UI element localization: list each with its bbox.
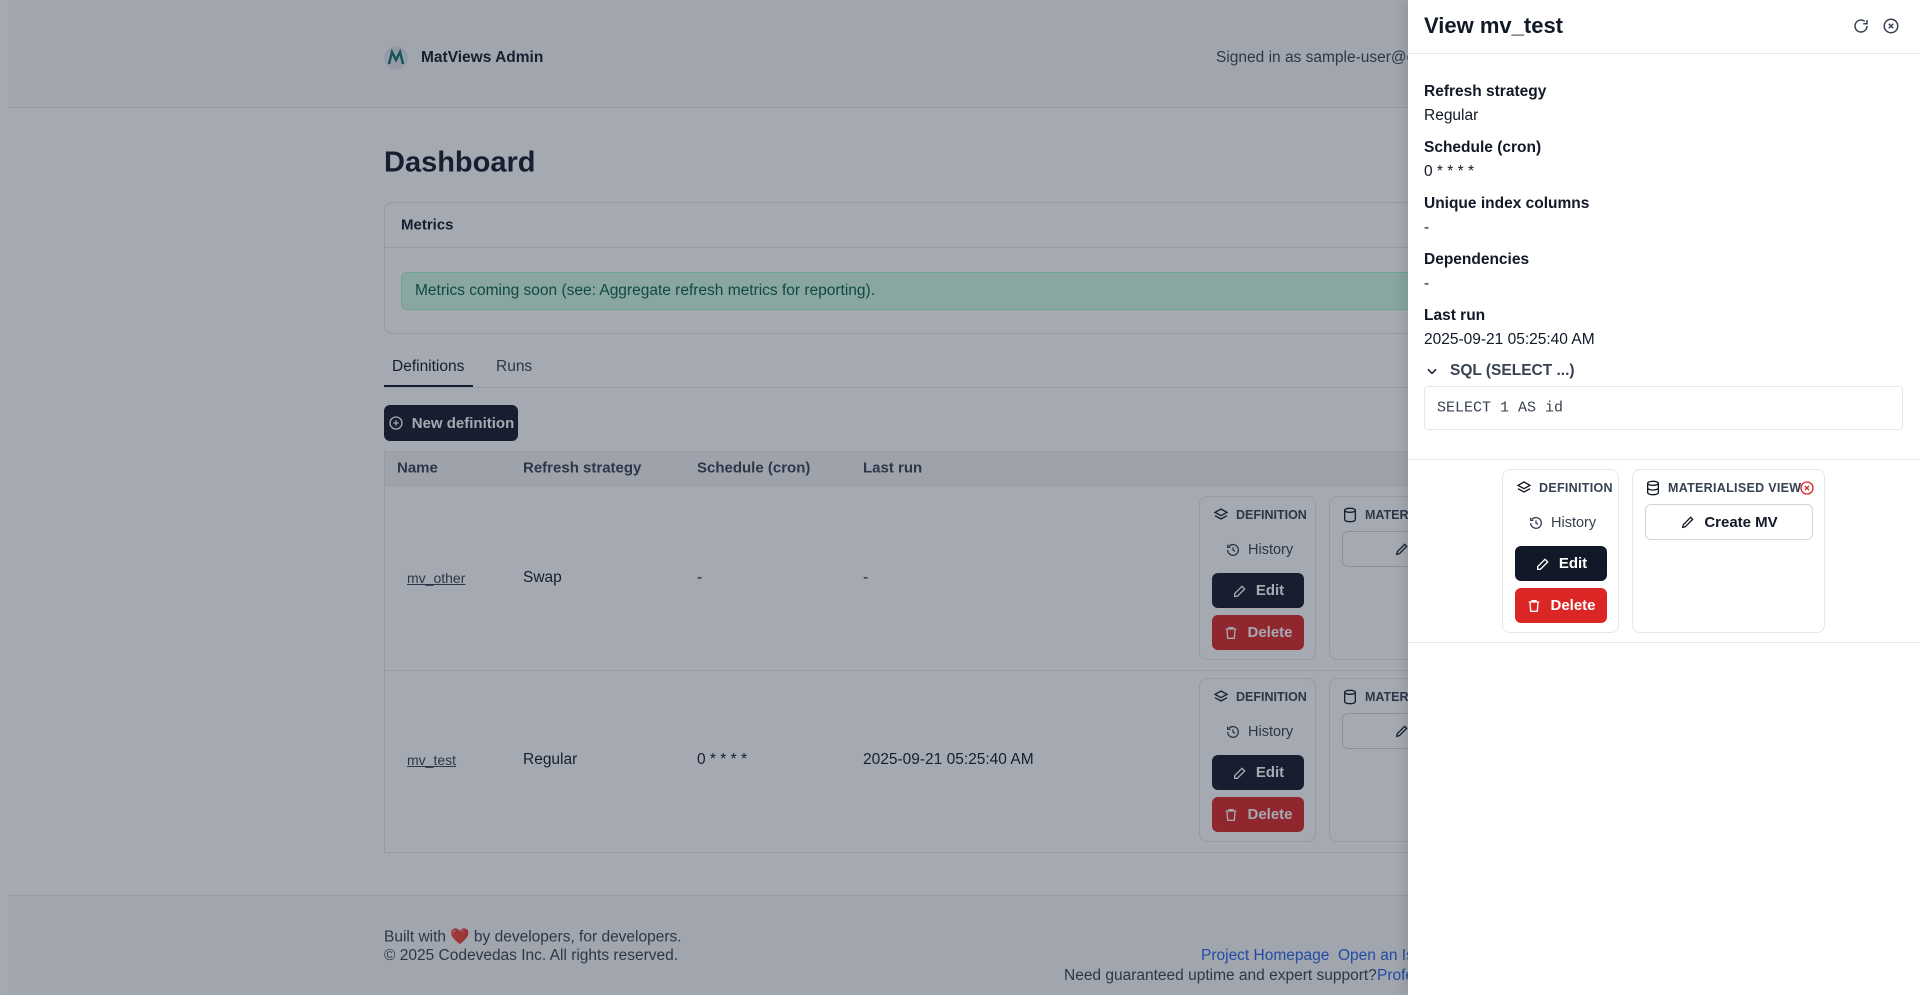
divider	[385, 247, 1483, 248]
edit-button[interactable]: Edit	[1515, 546, 1607, 581]
field-value: 0 * * * *	[1424, 163, 1474, 180]
field-value: -	[1424, 219, 1430, 236]
card-title: DEFINITION	[1236, 508, 1307, 522]
button-label: New definition	[411, 414, 515, 432]
db-icon	[1344, 689, 1356, 705]
copyright: © 2025 Codevedas Inc. All rights reserve…	[384, 947, 679, 964]
new-definition-button[interactable]: New definition	[384, 405, 518, 441]
cell: 0 * * * *	[697, 751, 747, 768]
metrics-card: Metrics Metrics coming soon (see: Aggreg…	[384, 202, 1484, 334]
field-label: Schedule (cron)	[1424, 139, 1542, 156]
edit-button[interactable]: Edit	[1212, 755, 1304, 790]
brand[interactable]: MatViews Admin	[421, 49, 544, 66]
button-label: Edit	[1255, 764, 1285, 781]
layers-icon	[1213, 690, 1229, 702]
cell: Swap	[523, 569, 562, 586]
db-icon	[1647, 480, 1659, 496]
field-label: Dependencies	[1424, 251, 1530, 268]
card-title: MATER	[1365, 508, 1409, 522]
sql-code: SELECT 1 AS id	[1437, 399, 1564, 417]
history-link[interactable]: History	[1248, 542, 1294, 558]
row-name-link[interactable]: mv_test	[407, 752, 457, 768]
alert	[401, 272, 1481, 310]
tab[interactable]: Definitions	[392, 358, 465, 375]
status-icon	[1800, 481, 1814, 495]
cell: -	[697, 569, 703, 586]
table-header	[385, 452, 1483, 487]
divider	[1408, 53, 1920, 54]
field-label: Last run	[1424, 307, 1486, 324]
sql-summary[interactable]: SQL (SELECT ...)	[1450, 362, 1575, 379]
button-label: Edit	[1255, 582, 1285, 599]
layers-icon	[1516, 481, 1532, 493]
support-text: Need guaranteed uptime and expert suppor…	[1064, 967, 1377, 984]
button-label: Create MV	[1704, 513, 1778, 531]
row-name-link[interactable]: mv_other	[407, 570, 466, 586]
db-icon	[1344, 507, 1356, 523]
history-icon	[1227, 725, 1239, 738]
footer-text: Built with ❤️ by developers, for develop…	[384, 928, 682, 946]
delete-button[interactable]: Delete	[1212, 797, 1304, 832]
alert-text: Metrics coming soon (see: Aggregate refr…	[415, 282, 876, 299]
card-title: DEFINITION	[1539, 481, 1613, 495]
table	[384, 451, 1484, 853]
refresh-icon[interactable]	[1852, 17, 1870, 35]
field-label: Refresh strategy	[1424, 83, 1547, 100]
drawer: View mv_test SQL (SELECT ...) SELECT 1 A…	[1408, 0, 1920, 995]
button-label: Delete	[1247, 624, 1293, 641]
tab-underline	[384, 385, 473, 387]
tab-border	[384, 387, 1484, 388]
field-label: Unique index columns	[1424, 195, 1590, 212]
history-icon	[1227, 543, 1239, 556]
field-value: Regular	[1424, 107, 1479, 124]
delete-button[interactable]: Delete	[1515, 588, 1607, 623]
history-link[interactable]: History	[1248, 724, 1294, 740]
column-header: Last run	[863, 459, 923, 477]
code-box	[1424, 386, 1903, 430]
history-icon	[1530, 516, 1542, 529]
card-title: DEFINITION	[1236, 690, 1307, 704]
edit-button[interactable]: Edit	[1212, 573, 1304, 608]
field-value: -	[1424, 275, 1430, 292]
cell: Regular	[523, 751, 578, 768]
cell: -	[863, 569, 869, 586]
footer-link[interactable]: Open an Iss	[1338, 947, 1422, 964]
delete-button[interactable]: Delete	[1212, 615, 1304, 650]
divider	[1408, 642, 1920, 643]
logo	[384, 46, 408, 70]
definition-card: DEFINITION History Edit Delete	[1199, 678, 1316, 842]
button-label: Delete	[1247, 806, 1293, 823]
signed-in: Signed in as sample-user@e	[1216, 49, 1416, 66]
button-label: Delete	[1550, 597, 1596, 614]
layers-icon	[1213, 508, 1229, 520]
definition-card: DEFINITION History Edit Delete	[1502, 469, 1619, 633]
card-title: MATER	[1365, 690, 1409, 704]
column-header: Refresh strategy	[523, 459, 642, 477]
definition-card: DEFINITION History Edit Delete	[1199, 496, 1316, 660]
drawer-title: View mv_test	[1424, 13, 1564, 38]
page-title: Dashboard	[384, 146, 536, 179]
tab[interactable]: Runs	[496, 358, 533, 375]
column-header: Name	[397, 459, 438, 477]
close-icon[interactable]	[1882, 17, 1900, 35]
cell: 2025-09-21 05:25:40 AM	[863, 751, 1034, 768]
mv-card: MATERIALISED VIEW Create MV	[1632, 469, 1825, 633]
column-header: Schedule (cron)	[697, 459, 811, 477]
button-label: Edit	[1558, 555, 1588, 572]
footer-link[interactable]: Project Homepage	[1201, 947, 1330, 964]
chevron[interactable]	[1425, 364, 1439, 378]
field-value: 2025-09-21 05:25:40 AM	[1424, 331, 1595, 348]
support-link[interactable]: Profe	[1377, 967, 1415, 984]
metrics-title: Metrics	[401, 216, 454, 234]
history-link[interactable]: History	[1551, 515, 1597, 531]
card-title: MATERIALISED VIEW	[1668, 481, 1802, 495]
row-divider	[385, 670, 1483, 671]
create-mv-button[interactable]: Create MV	[1645, 504, 1813, 540]
divider	[1408, 459, 1920, 460]
